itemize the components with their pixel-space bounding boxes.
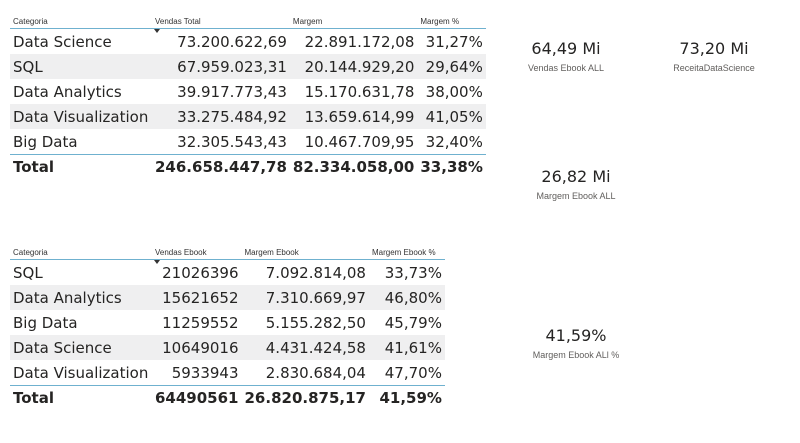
table-row[interactable]: Data Visualization 5933943 2.830.684,04 … (10, 360, 445, 386)
cell-categoria: SQL (10, 54, 152, 79)
table-total-row: Total 64490561 26.820.875,17 41,59% (10, 385, 445, 410)
column-header-margem-ebook-pct[interactable]: Margem Ebook % (368, 237, 445, 260)
cell-categoria: Data Analytics (13, 82, 122, 101)
cell-margem-ebook-pct: 45,79% (384, 313, 442, 332)
table-header-row: Categoria Vendas Total Margem Margem % (10, 6, 486, 33)
card-label: ReceitaDataScience (673, 63, 755, 73)
cell-margem: 22.891.172,08 (304, 32, 415, 51)
table-row[interactable]: Data Analytics 15621652 7.310.669,97 46,… (10, 285, 445, 310)
card-label: Margem Ebook ALl % (532, 350, 620, 360)
column-header-vendas-ebook[interactable]: Vendas Ebook (152, 237, 242, 264)
cell-margem: 10.467.709,95 (304, 132, 415, 151)
total-label: Total (10, 154, 152, 179)
column-header-vendas-total[interactable]: Vendas Total (152, 6, 290, 33)
cell-categoria: Data Visualization (13, 363, 149, 382)
column-header-margem-ebook[interactable]: Margem Ebook (241, 237, 369, 260)
cell-margem-pct: 38,00% (425, 82, 483, 101)
cell-margem-ebook: 7.310.669,97 (241, 285, 369, 310)
cell-vendas-ebook: 11259552 (162, 313, 239, 332)
table-total-row: Total 246.658.447,78 82.334.058,00 33,38… (10, 154, 486, 179)
card-receita-datascience[interactable]: 73,20 Mi ReceitaDataScience (644, 39, 784, 73)
cell-margem-pct: 41,05% (417, 104, 486, 129)
table-row[interactable]: SQL 67.959.023,31 20.144.929,20 29,64% (10, 54, 486, 79)
card-vendas-ebook-all[interactable]: 64,49 Mi Vendas Ebook ALL (496, 39, 636, 73)
cell-categoria: Data Science (10, 335, 152, 360)
total-margem-ebook: 26.820.875,17 (241, 385, 369, 410)
total-margem-pct: 33,38% (417, 154, 486, 179)
column-header-margem-pct[interactable]: Margem % (417, 6, 486, 29)
table-row[interactable]: Big Data 11259552 5.155.282,50 45,79% (10, 310, 445, 335)
table-row[interactable]: Data Science 73.200.622,69 22.891.172,08… (10, 29, 486, 55)
total-margem-ebook-pct: 41,59% (368, 385, 445, 410)
table-row[interactable]: Data Visualization 33.275.484,92 13.659.… (10, 104, 486, 129)
cell-margem-ebook: 4.431.424,58 (241, 335, 369, 360)
cell-vendas-total: 67.959.023,31 (152, 54, 290, 79)
cell-margem-ebook-pct: 33,73% (384, 263, 442, 282)
cell-margem-ebook: 2.830.684,04 (265, 363, 366, 382)
cell-margem: 13.659.614,99 (289, 104, 418, 129)
column-header-categoria[interactable]: Categoria (10, 6, 152, 29)
cell-categoria: Data Visualization (10, 104, 152, 129)
table-row[interactable]: Data Science 10649016 4.431.424,58 41,61… (10, 335, 445, 360)
cell-vendas-ebook: 21026396 (162, 263, 239, 282)
cell-categoria: Data Science (13, 32, 112, 51)
cell-vendas-ebook: 10649016 (152, 335, 242, 360)
total-margem: 82.334.058,00 (289, 154, 418, 179)
sales-table: Categoria Vendas Total Margem Margem % D… (10, 6, 486, 179)
card-margem-ebook-all[interactable]: 26,82 Mi Margem Ebook ALL (506, 167, 646, 201)
card-label: Vendas Ebook ALL (527, 63, 605, 73)
column-header-categoria[interactable]: Categoria (10, 237, 152, 260)
cell-margem: 20.144.929,20 (289, 54, 418, 79)
card-value: 64,49 Mi (531, 39, 601, 58)
cell-margem-ebook-pct: 46,80% (368, 285, 445, 310)
table-row[interactable]: SQL 21026396 7.092.814,08 33,73% (10, 260, 445, 286)
cell-margem-ebook: 5.155.282,50 (265, 313, 366, 332)
card-value: 73,20 Mi (679, 39, 749, 58)
ebook-table: Categoria Vendas Ebook Margem Ebook Marg… (10, 237, 445, 410)
cell-margem-pct: 31,27% (425, 32, 483, 51)
cell-vendas-ebook: 5933943 (171, 363, 239, 382)
cell-categoria: Data Analytics (10, 285, 152, 310)
cell-vendas-total: 73.200.622,69 (177, 32, 287, 51)
table-header-row: Categoria Vendas Ebook Margem Ebook Marg… (10, 237, 445, 264)
total-label: Total (10, 385, 152, 410)
card-label: Margem Ebook ALL (536, 191, 616, 201)
cell-vendas-total: 33.275.484,92 (152, 104, 290, 129)
cell-margem-pct: 32,40% (425, 132, 483, 151)
table-row[interactable]: Big Data 32.305.543,43 10.467.709,95 32,… (10, 129, 486, 155)
cell-vendas-ebook: 15621652 (152, 285, 242, 310)
total-vendas-ebook: 64490561 (152, 385, 242, 410)
cell-vendas-total: 39.917.773,43 (177, 82, 287, 101)
cell-categoria: Big Data (13, 313, 78, 332)
cell-vendas-total: 32.305.543,43 (177, 132, 287, 151)
cell-margem-pct: 29,64% (417, 54, 486, 79)
card-value: 41,59% (545, 326, 607, 345)
card-margem-ebook-all-pct[interactable]: 41,59% Margem Ebook ALl % (506, 326, 646, 360)
table-row[interactable]: Data Analytics 39.917.773,43 15.170.631,… (10, 79, 486, 104)
cell-categoria: Big Data (13, 132, 78, 151)
cell-margem-ebook-pct: 47,70% (384, 363, 442, 382)
cell-margem: 15.170.631,78 (304, 82, 415, 101)
cell-margem-ebook-pct: 41,61% (368, 335, 445, 360)
cell-categoria: SQL (13, 263, 43, 282)
cell-margem-ebook: 7.092.814,08 (265, 263, 366, 282)
total-vendas-total: 246.658.447,78 (152, 154, 290, 179)
card-value: 26,82 Mi (541, 167, 611, 186)
column-header-margem[interactable]: Margem (289, 6, 418, 29)
